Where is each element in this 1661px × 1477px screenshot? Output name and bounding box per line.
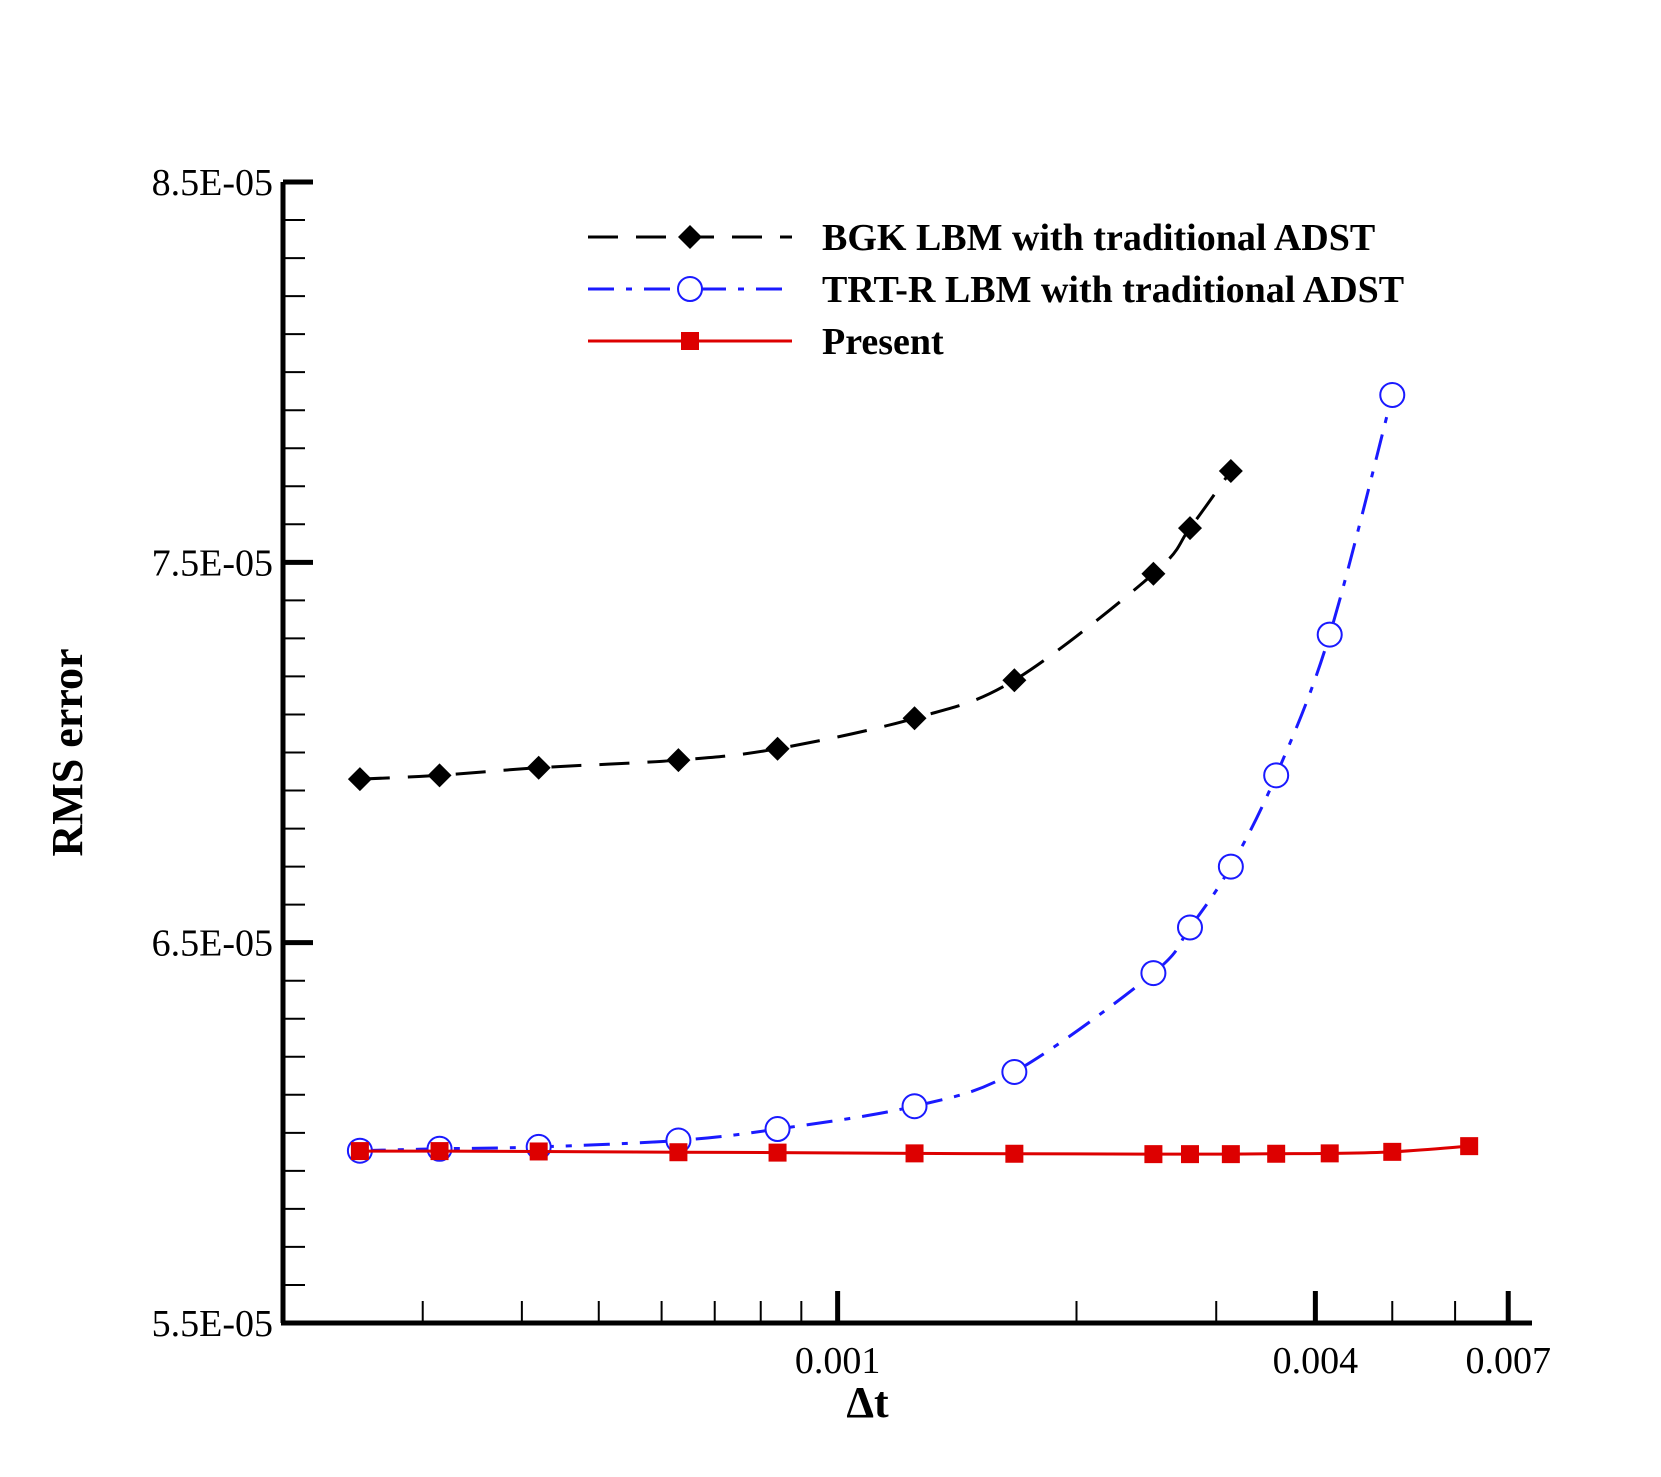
legend-swatch-marker [678,225,702,249]
legend-label: TRT-R LBM with traditional ADST [822,269,1404,311]
data-point [430,1142,449,1161]
data-point [1176,914,1203,941]
series-1 [347,459,1243,792]
data-point [1005,1144,1024,1163]
x-axis-title: Δt [846,1378,889,1427]
y-axis-title: RMS error [43,648,92,856]
y-tick-label: 8.5E-05 [152,162,273,204]
data-point [1263,762,1290,789]
data-point [1320,1144,1339,1163]
data-point [901,1093,928,1120]
data-point [1316,621,1343,648]
data-point [669,1143,688,1162]
data-point [1144,1145,1163,1164]
legend-swatch-marker [677,276,703,302]
x-tick-label: 0.004 [1273,1340,1359,1382]
data-point [764,1116,791,1143]
data-point [526,755,551,780]
data-point [1221,1145,1240,1164]
legend-swatch-marker [681,332,699,350]
data-point [1383,1142,1402,1161]
data-point [666,748,691,773]
data-point [1267,1144,1286,1163]
legend-label: BGK LBM with traditional ADST [822,217,1375,259]
data-point [765,736,790,761]
data-point [1217,853,1244,880]
data-point [529,1142,548,1161]
data-point [768,1143,787,1162]
series-line [359,394,1394,1153]
data-point [1218,459,1243,484]
series-2 [346,381,1406,1164]
data-point [1001,1058,1028,1085]
data-point [1140,960,1167,987]
data-point [1002,668,1027,693]
y-tick-label: 6.5E-05 [152,923,273,965]
data-point [1379,381,1406,408]
data-point [347,767,372,792]
legend-label: Present [822,321,944,363]
data-point [902,706,927,731]
data-point [905,1144,924,1163]
x-tick-label: 0.007 [1465,1340,1551,1382]
data-point [427,763,452,788]
y-tick-label: 5.5E-05 [152,1303,273,1345]
axes: 8.5E-05 7.5E-05 6.5E-05 5.5E-05 0.001 0.004 0.… [152,162,1551,1382]
data-point [350,1142,369,1161]
legend: BGK LBM with traditional ADST TRT-R LBM w… [588,217,1404,363]
data-point [1460,1137,1479,1156]
data-point [1180,1145,1199,1164]
x-tick-label: 0.001 [795,1340,881,1382]
data-point [1141,561,1166,586]
series-line [359,470,1233,781]
y-tick-label: 7.5E-05 [152,542,273,584]
series-3 [350,1137,1479,1164]
series-layer [346,381,1479,1164]
data-point [1177,516,1202,541]
